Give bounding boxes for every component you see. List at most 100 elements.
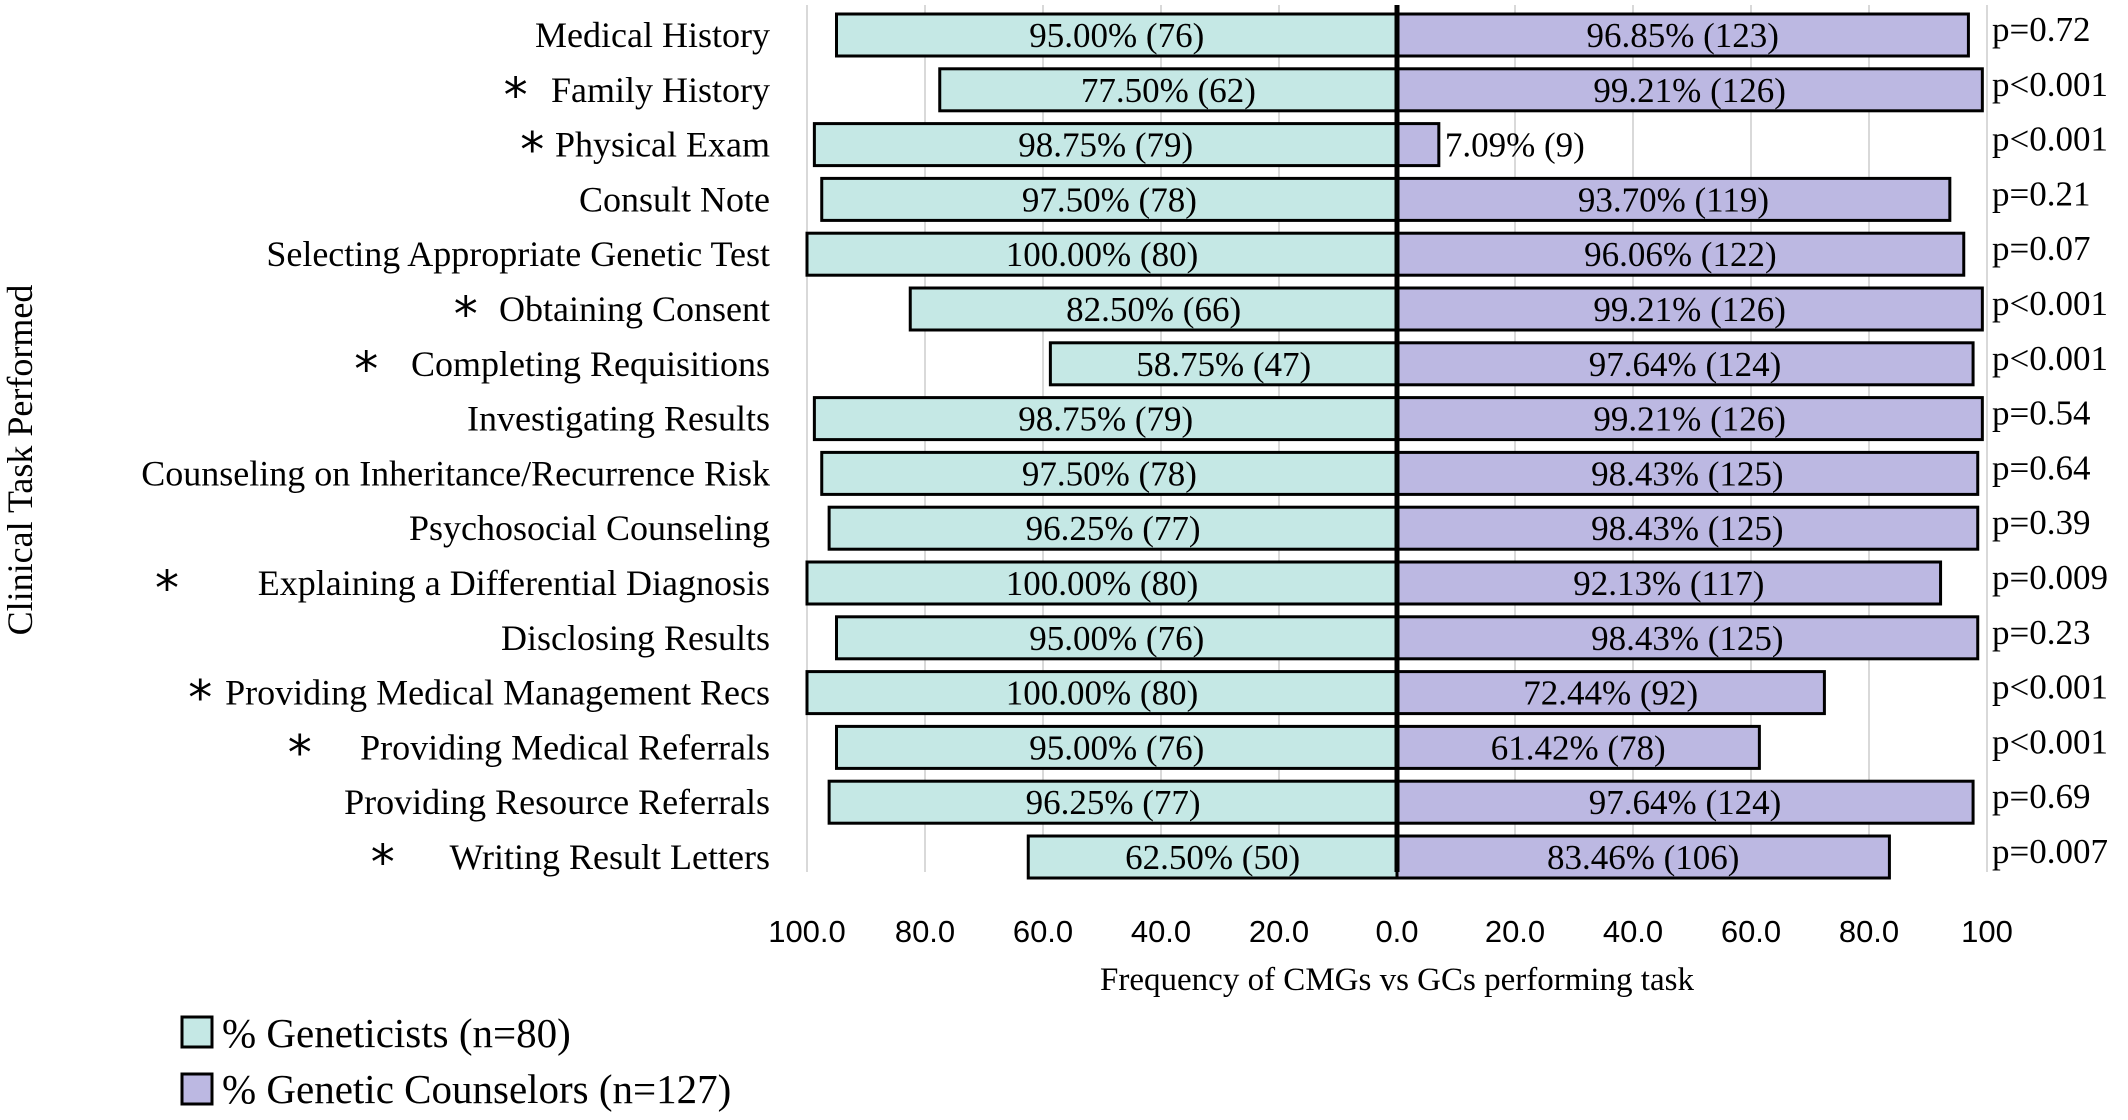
labels: 95.00% (76) 96.85% (123) Medical History p=… [141, 10, 2108, 891]
bar-value-label-genetic-counselors: 83.46% (106) [1547, 838, 1739, 877]
bar-value-label-geneticists: 100.00% (80) [1006, 564, 1198, 603]
bar-value-label-genetic-counselors: 99.21% (126) [1593, 400, 1785, 439]
bar-value-label-genetic-counselors: 98.43% (125) [1591, 509, 1783, 548]
significance-star: * [504, 68, 528, 124]
bar-genetic-counselors [1395, 724, 1761, 770]
category-label: Physical Exam [555, 125, 770, 165]
x-tick-label: 100 [1961, 914, 2013, 949]
y-axis-title: Clinical Task Performed [0, 285, 40, 636]
bar-genetic-counselors [1395, 834, 1891, 880]
bar-genetic-counselors [1395, 176, 1952, 222]
bar-value-label-genetic-counselors: 98.43% (125) [1591, 619, 1783, 658]
bar-value-label-geneticists: 98.75% (79) [1018, 400, 1193, 439]
bar-genetic-counselors [1395, 450, 1980, 496]
bar-genetic-counselors [1395, 615, 1980, 661]
p-value-label: p<0.001 [1992, 339, 2108, 378]
p-value-label: p<0.001 [1992, 120, 2108, 159]
x-tick-label: 40.0 [1131, 914, 1191, 949]
category-label: Investigating Results [467, 399, 770, 439]
bar-genetic-counselors [1395, 396, 1984, 442]
x-axis-title: Frequency of CMGs vs GCs performing task [1100, 962, 1694, 998]
p-value-label: p=0.23 [1992, 613, 2091, 652]
p-value-label: p=0.69 [1992, 777, 2091, 816]
bar-value-label-genetic-counselors: 97.64% (124) [1589, 345, 1781, 384]
bar-value-label-geneticists: 100.00% (80) [1006, 235, 1198, 274]
p-value-label: p=0.009 [1992, 558, 2108, 597]
p-value-label: p<0.001 [1992, 284, 2108, 323]
legend: % Geneticists (n=80) % Genetic Counselor… [180, 1010, 731, 1112]
bar-value-label-genetic-counselors: 97.64% (124) [1589, 783, 1781, 822]
bar-geneticists [805, 560, 1399, 606]
bar-geneticists [820, 450, 1399, 496]
category-label: Writing Result Letters [450, 837, 770, 877]
bar-value-label-genetic-counselors: 96.06% (122) [1584, 235, 1776, 274]
x-tick-label: 100.0 [768, 914, 846, 949]
x-tick-label: 20.0 [1485, 914, 1545, 949]
bar-value-label-geneticists: 96.25% (77) [1026, 783, 1201, 822]
bar-value-label-geneticists: 58.75% (47) [1136, 345, 1311, 384]
category-label: Counseling on Inheritance/Recurrence Ris… [141, 453, 770, 493]
x-tick-label: 0.0 [1375, 914, 1418, 949]
p-value-label: p<0.001 [1992, 65, 2108, 104]
bar-genetic-counselors [1395, 286, 1984, 332]
bar-value-label-geneticists: 95.00% (76) [1029, 728, 1204, 767]
category-label: Selecting Appropriate Genetic Test [266, 234, 770, 274]
p-value-label: p=0.007 [1992, 832, 2108, 871]
category-label: Providing Resource Referrals [344, 782, 770, 822]
bar-value-label-genetic-counselors: 61.42% (78) [1491, 728, 1666, 767]
bar-genetic-counselors [1395, 560, 1943, 606]
p-value-label: p=0.54 [1992, 394, 2091, 433]
x-tick-label: 80.0 [895, 914, 955, 949]
bar-value-label-geneticists: 98.75% (79) [1018, 126, 1193, 165]
bar-value-label-geneticists: 95.00% (76) [1029, 16, 1204, 55]
bar-geneticists [812, 122, 1399, 168]
bar-value-label-geneticists: 95.00% (76) [1029, 619, 1204, 658]
bar-value-label-geneticists: 97.50% (78) [1022, 454, 1197, 493]
significance-star: * [155, 561, 179, 617]
bar-geneticists [908, 286, 1399, 332]
bar-value-label-genetic-counselors: 99.21% (126) [1593, 71, 1785, 110]
significance-star: * [288, 725, 312, 781]
category-label: Consult Note [579, 179, 770, 219]
legend-swatch-geneticists [180, 1015, 214, 1049]
p-value-label: p=0.07 [1992, 229, 2091, 268]
bar-geneticists [812, 396, 1399, 442]
legend-label-geneticists: % Geneticists (n=80) [222, 1010, 571, 1056]
bar-value-label-genetic-counselors: 99.21% (126) [1593, 290, 1785, 329]
bar-value-label-geneticists: 82.50% (66) [1066, 290, 1241, 329]
x-tick-label: 60.0 [1013, 914, 1073, 949]
bar-genetic-counselors [1395, 779, 1975, 825]
significance-star: * [454, 287, 478, 343]
significance-star: * [188, 671, 212, 727]
bar-genetic-counselors [1395, 122, 1441, 168]
bar-value-label-genetic-counselors: 96.85% (123) [1586, 16, 1778, 55]
category-label: Obtaining Consent [499, 289, 770, 329]
p-value-label: p=0.64 [1992, 448, 2091, 487]
x-tick-label: 40.0 [1603, 914, 1663, 949]
p-value-label: p=0.21 [1992, 174, 2091, 213]
bar-geneticists [827, 779, 1399, 825]
bar-geneticists [820, 176, 1399, 222]
category-label: Completing Requisitions [411, 344, 770, 384]
bar-value-label-genetic-counselors: 98.43% (125) [1591, 454, 1783, 493]
bar-genetic-counselors [1395, 341, 1975, 387]
bars [805, 12, 1984, 880]
category-label: Providing Medical Management Recs [225, 673, 770, 713]
p-value-label: p=0.39 [1992, 503, 2091, 542]
bar-value-label-genetic-counselors: 7.09% (9) [1445, 126, 1585, 165]
bar-value-label-genetic-counselors: 92.13% (117) [1573, 564, 1764, 603]
bar-geneticists [805, 670, 1399, 716]
bar-geneticists [835, 724, 1399, 770]
x-tick-labels: 100.0 80.0 60.0 40.0 20.0 0.0 20.0 40.0 60.0 80.0… [768, 914, 2013, 949]
bar-value-label-geneticists: 62.50% (50) [1125, 838, 1300, 877]
bar-value-label-genetic-counselors: 72.44% (92) [1523, 674, 1698, 713]
x-tick-label: 80.0 [1839, 914, 1899, 949]
category-label: Disclosing Results [501, 618, 770, 658]
bar-value-label-geneticists: 77.50% (62) [1081, 71, 1256, 110]
category-label: Psychosocial Counseling [409, 508, 770, 548]
legend-swatch-genetic-counselors [180, 1072, 214, 1106]
significance-star: * [371, 835, 395, 891]
legend-label-genetic-counselors: % Genetic Counselors (n=127) [222, 1066, 731, 1112]
bar-geneticists [827, 505, 1399, 551]
